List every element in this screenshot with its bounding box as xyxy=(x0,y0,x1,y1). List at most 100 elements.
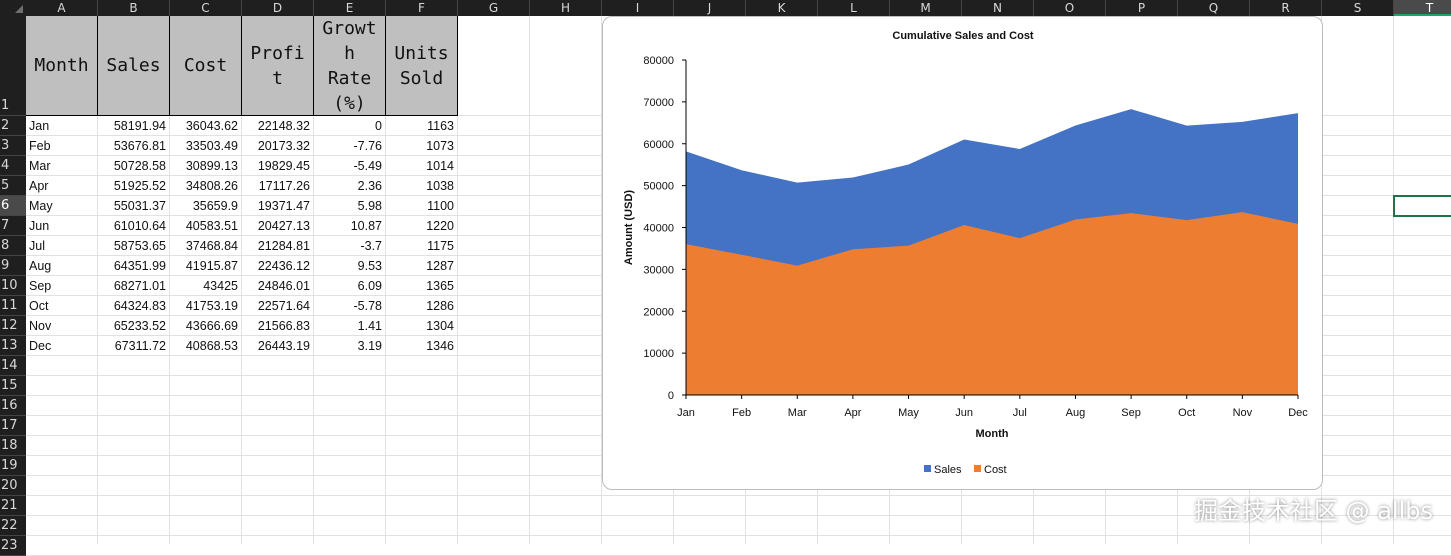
data-cell[interactable]: 35659.9 xyxy=(170,196,242,216)
column-header-s[interactable]: S xyxy=(1322,0,1394,16)
data-cell[interactable]: Sep xyxy=(26,276,98,296)
data-cell[interactable]: Jun xyxy=(26,216,98,236)
header-cell[interactable]: Cost xyxy=(170,16,242,116)
data-cell[interactable]: 1365 xyxy=(386,276,458,296)
column-header-g[interactable]: G xyxy=(458,0,530,16)
column-header-t[interactable]: T xyxy=(1394,0,1451,16)
column-header-h[interactable]: H xyxy=(530,0,602,16)
data-cell[interactable]: 5.98 xyxy=(314,196,386,216)
row-header-15[interactable]: 15 xyxy=(0,376,26,396)
data-cell[interactable]: 1014 xyxy=(386,156,458,176)
data-cell[interactable]: 20427.13 xyxy=(242,216,314,236)
column-header-o[interactable]: O xyxy=(1034,0,1106,16)
data-cell[interactable]: 40868.53 xyxy=(170,336,242,356)
data-cell[interactable]: 51925.52 xyxy=(98,176,170,196)
data-cell[interactable]: -5.78 xyxy=(314,296,386,316)
row-header-17[interactable]: 17 xyxy=(0,416,26,436)
row-header-22[interactable]: 22 xyxy=(0,516,26,536)
data-cell[interactable]: May xyxy=(26,196,98,216)
data-cell[interactable]: 41753.19 xyxy=(170,296,242,316)
header-cell[interactable]: Growt h Rate (%) xyxy=(314,16,386,116)
column-header-b[interactable]: B xyxy=(98,0,170,16)
data-cell[interactable]: 1220 xyxy=(386,216,458,236)
data-cell[interactable]: 1100 xyxy=(386,196,458,216)
data-cell[interactable]: Oct xyxy=(26,296,98,316)
data-cell[interactable]: Dec xyxy=(26,336,98,356)
column-header-c[interactable]: C xyxy=(170,0,242,16)
row-header-16[interactable]: 16 xyxy=(0,396,26,416)
column-header-l[interactable]: L xyxy=(818,0,890,16)
data-cell[interactable]: 61010.64 xyxy=(98,216,170,236)
row-header-4[interactable]: 4 xyxy=(0,156,26,176)
data-cell[interactable]: 64324.83 xyxy=(98,296,170,316)
row-header-3[interactable]: 3 xyxy=(0,136,26,156)
data-cell[interactable]: 17117.26 xyxy=(242,176,314,196)
data-cell[interactable]: 22436.12 xyxy=(242,256,314,276)
data-cell[interactable]: 37468.84 xyxy=(170,236,242,256)
column-header-f[interactable]: F xyxy=(386,0,458,16)
data-cell[interactable]: 0 xyxy=(314,116,386,136)
row-header-18[interactable]: 18 xyxy=(0,436,26,456)
data-cell[interactable]: 22148.32 xyxy=(242,116,314,136)
row-header-10[interactable]: 10 xyxy=(0,276,26,296)
header-cell[interactable]: Profi t xyxy=(242,16,314,116)
data-cell[interactable]: 68271.01 xyxy=(98,276,170,296)
row-header-9[interactable]: 9 xyxy=(0,256,26,276)
data-cell[interactable]: 1.41 xyxy=(314,316,386,336)
data-cell[interactable]: Aug xyxy=(26,256,98,276)
data-cell[interactable]: -3.7 xyxy=(314,236,386,256)
column-header-d[interactable]: D xyxy=(242,0,314,16)
data-cell[interactable]: 1038 xyxy=(386,176,458,196)
data-cell[interactable]: 1286 xyxy=(386,296,458,316)
data-cell[interactable]: 19829.45 xyxy=(242,156,314,176)
data-cell[interactable]: 20173.32 xyxy=(242,136,314,156)
data-cell[interactable]: 1073 xyxy=(386,136,458,156)
row-header-5[interactable]: 5 xyxy=(0,176,26,196)
data-cell[interactable]: 58191.94 xyxy=(98,116,170,136)
column-header-j[interactable]: J xyxy=(674,0,746,16)
data-cell[interactable]: 6.09 xyxy=(314,276,386,296)
data-cell[interactable]: 65233.52 xyxy=(98,316,170,336)
data-cell[interactable]: 41915.87 xyxy=(170,256,242,276)
data-cell[interactable]: Jul xyxy=(26,236,98,256)
row-header-2[interactable]: 2 xyxy=(0,116,26,136)
column-header-k[interactable]: K xyxy=(746,0,818,16)
data-cell[interactable]: 36043.62 xyxy=(170,116,242,136)
data-cell[interactable]: Mar xyxy=(26,156,98,176)
row-header-8[interactable]: 8 xyxy=(0,236,26,256)
data-cell[interactable]: 1287 xyxy=(386,256,458,276)
row-header-19[interactable]: 19 xyxy=(0,456,26,476)
row-header-1[interactable]: 1 xyxy=(0,16,26,116)
data-cell[interactable]: 30899.13 xyxy=(170,156,242,176)
data-cell[interactable]: 1304 xyxy=(386,316,458,336)
data-cell[interactable]: 21566.83 xyxy=(242,316,314,336)
data-cell[interactable]: Jan xyxy=(26,116,98,136)
row-header-13[interactable]: 13 xyxy=(0,336,26,356)
data-cell[interactable]: 3.19 xyxy=(314,336,386,356)
data-cell[interactable]: 34808.26 xyxy=(170,176,242,196)
data-cell[interactable]: Apr xyxy=(26,176,98,196)
data-cell[interactable]: 50728.58 xyxy=(98,156,170,176)
data-cell[interactable]: 43425 xyxy=(170,276,242,296)
active-cell-selection[interactable] xyxy=(1393,195,1451,217)
data-cell[interactable]: 58753.65 xyxy=(98,236,170,256)
row-header-20[interactable]: 20 xyxy=(0,476,26,496)
row-header-23[interactable]: 23 xyxy=(0,536,26,556)
data-cell[interactable]: 1175 xyxy=(386,236,458,256)
data-cell[interactable]: 40583.51 xyxy=(170,216,242,236)
column-header-q[interactable]: Q xyxy=(1178,0,1250,16)
row-header-11[interactable]: 11 xyxy=(0,296,26,316)
data-cell[interactable]: -7.76 xyxy=(314,136,386,156)
data-cell[interactable]: Feb xyxy=(26,136,98,156)
data-cell[interactable]: 2.36 xyxy=(314,176,386,196)
data-cell[interactable]: 53676.81 xyxy=(98,136,170,156)
select-all-corner[interactable] xyxy=(0,0,26,16)
data-cell[interactable]: 1163 xyxy=(386,116,458,136)
data-cell[interactable]: 55031.37 xyxy=(98,196,170,216)
header-cell[interactable]: Sales xyxy=(98,16,170,116)
data-cell[interactable]: 67311.72 xyxy=(98,336,170,356)
column-header-a[interactable]: A xyxy=(26,0,98,16)
column-header-r[interactable]: R xyxy=(1250,0,1322,16)
column-header-n[interactable]: N xyxy=(962,0,1034,16)
